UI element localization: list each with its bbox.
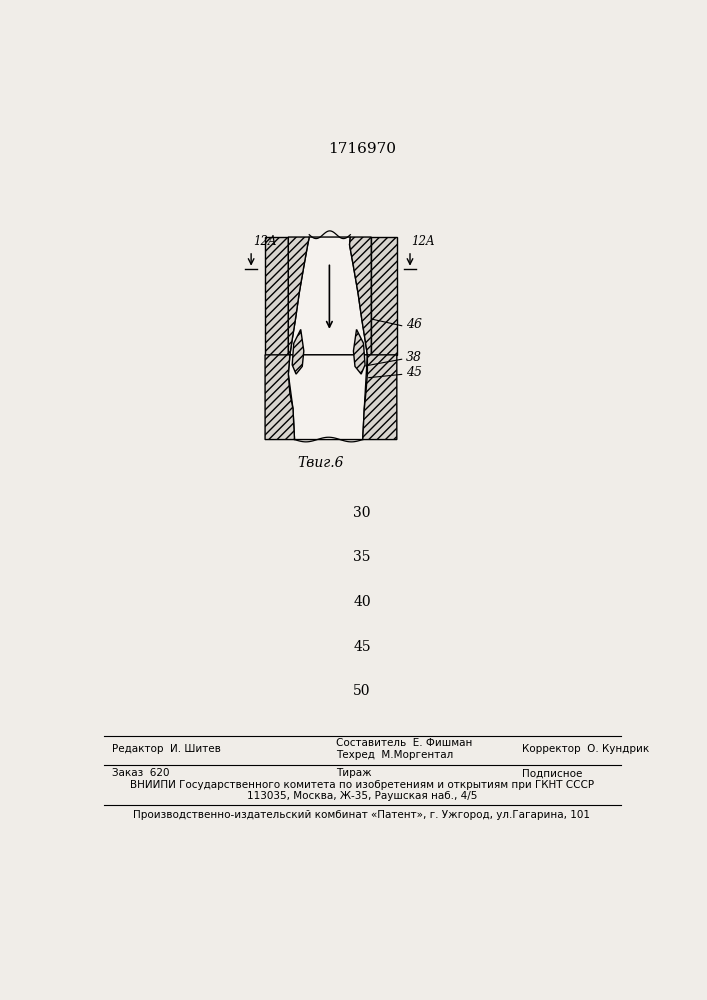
Polygon shape [363,355,397,440]
Text: 50: 50 [354,684,370,698]
Text: 45: 45 [353,640,370,654]
Polygon shape [371,237,397,355]
Polygon shape [354,329,365,374]
Polygon shape [292,329,304,374]
Text: 30: 30 [354,506,370,520]
Text: 1716970: 1716970 [328,142,396,156]
Text: 40: 40 [353,595,370,609]
Text: Τвиг.6: Τвиг.6 [298,456,344,470]
Text: 46: 46 [406,318,422,331]
Text: 45: 45 [406,366,422,379]
Text: Подписное: Подписное [522,768,583,778]
Text: Производственно-издательский комбинат «Патент», г. Ужгород, ул.Гагарина, 101: Производственно-издательский комбинат «П… [134,810,590,820]
Polygon shape [265,355,295,440]
Text: 38: 38 [406,351,422,364]
Polygon shape [265,237,288,355]
Text: 12A: 12A [411,235,435,248]
Polygon shape [288,237,309,355]
Text: Тираж: Тираж [337,768,372,778]
Text: ВНИИПИ Государственного комитета по изобретениям и открытиям при ГКНТ СССР: ВНИИПИ Государственного комитета по изоб… [130,780,594,790]
Polygon shape [288,355,368,440]
Text: Техред  М.Моргентал: Техред М.Моргентал [337,750,454,760]
Text: 35: 35 [354,550,370,564]
Polygon shape [290,237,368,355]
Text: Заказ  620: Заказ 620 [112,768,169,778]
Text: Корректор  О. Кундрик: Корректор О. Кундрик [522,744,650,754]
Text: 12A: 12A [252,235,276,248]
Polygon shape [349,237,371,355]
Text: 113035, Москва, Ж-35, Раушская наб., 4/5: 113035, Москва, Ж-35, Раушская наб., 4/5 [247,791,477,801]
Text: Составитель  Е. Фишман: Составитель Е. Фишман [337,738,473,748]
Text: Редактор  И. Шитев: Редактор И. Шитев [112,744,221,754]
